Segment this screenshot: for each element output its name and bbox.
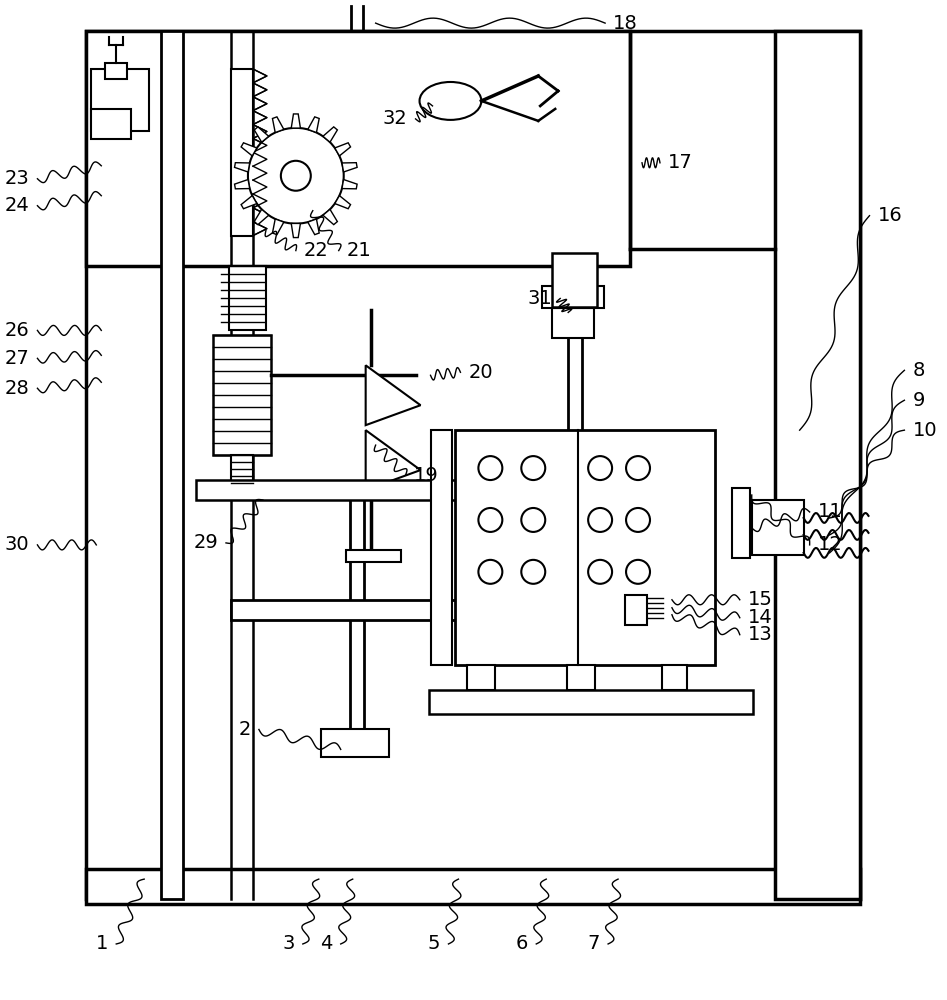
Bar [321, 729, 388, 757]
Polygon shape [335, 196, 350, 209]
Polygon shape [323, 127, 337, 142]
Text: 8: 8 [912, 361, 925, 380]
Text: 29: 29 [193, 533, 218, 552]
Text: 14: 14 [748, 608, 773, 627]
Circle shape [281, 161, 311, 191]
Bar [543, 286, 604, 308]
Text: 3: 3 [282, 934, 295, 953]
Text: 11: 11 [817, 502, 843, 521]
Circle shape [521, 456, 545, 480]
Bar [732, 488, 750, 558]
Bar [752, 500, 804, 555]
Polygon shape [255, 127, 269, 142]
Polygon shape [273, 219, 284, 235]
Polygon shape [273, 117, 284, 133]
Text: 19: 19 [414, 466, 438, 485]
Text: 31: 31 [527, 289, 552, 308]
Bar [552, 308, 594, 338]
Text: 10: 10 [912, 421, 937, 440]
Bar [229, 266, 266, 330]
Bar [431, 430, 453, 665]
Bar [775, 31, 860, 899]
Text: 30: 30 [5, 535, 29, 554]
Circle shape [626, 560, 650, 584]
Polygon shape [308, 117, 319, 133]
Bar [428, 690, 753, 714]
Polygon shape [308, 219, 319, 235]
Polygon shape [342, 180, 357, 189]
Text: 15: 15 [748, 590, 773, 609]
Polygon shape [335, 143, 350, 156]
Circle shape [588, 508, 612, 532]
Text: 21: 21 [347, 241, 371, 260]
Bar [552, 253, 598, 307]
Bar [456, 430, 715, 665]
Text: 9: 9 [912, 391, 925, 410]
Circle shape [521, 508, 545, 532]
Text: 2: 2 [239, 720, 251, 739]
Circle shape [588, 456, 612, 480]
Polygon shape [241, 196, 257, 209]
Polygon shape [366, 430, 420, 490]
Text: 22: 22 [304, 241, 329, 260]
Bar [105, 63, 127, 79]
Bar [468, 665, 495, 690]
Text: 13: 13 [748, 625, 773, 644]
Text: 7: 7 [588, 934, 600, 953]
Circle shape [478, 560, 502, 584]
Polygon shape [255, 209, 269, 225]
Circle shape [588, 560, 612, 584]
Bar [231, 69, 253, 236]
Circle shape [478, 456, 502, 480]
Text: 20: 20 [469, 363, 493, 382]
Polygon shape [241, 143, 257, 156]
Bar [91, 109, 132, 139]
Polygon shape [342, 163, 357, 172]
Text: 27: 27 [5, 349, 29, 368]
Bar [567, 665, 595, 690]
Circle shape [478, 508, 502, 532]
Polygon shape [366, 365, 420, 425]
Bar [625, 595, 647, 625]
Text: 4: 4 [320, 934, 332, 953]
Bar [213, 335, 271, 455]
Text: 16: 16 [878, 206, 902, 225]
Text: 18: 18 [613, 14, 638, 33]
Text: 32: 32 [383, 109, 407, 128]
Text: 12: 12 [817, 535, 843, 554]
Bar [231, 600, 625, 620]
Bar [91, 69, 150, 131]
Text: 24: 24 [5, 196, 29, 215]
Circle shape [248, 128, 344, 224]
Ellipse shape [420, 82, 481, 120]
Polygon shape [292, 223, 300, 238]
Polygon shape [235, 163, 250, 172]
Bar [346, 550, 401, 562]
Polygon shape [323, 209, 337, 225]
Circle shape [626, 456, 650, 480]
Text: 23: 23 [5, 169, 29, 188]
Bar [86, 31, 630, 266]
Polygon shape [235, 180, 250, 189]
Bar [662, 665, 687, 690]
Bar [196, 480, 475, 500]
Text: 5: 5 [428, 934, 440, 953]
Text: 28: 28 [5, 379, 29, 398]
Bar [86, 31, 860, 899]
Bar [231, 455, 253, 490]
Text: 1: 1 [96, 934, 108, 953]
Text: 17: 17 [668, 153, 692, 172]
Bar [161, 31, 183, 899]
Bar [86, 869, 860, 904]
Circle shape [626, 508, 650, 532]
Circle shape [521, 560, 545, 584]
Text: 6: 6 [516, 934, 528, 953]
Polygon shape [292, 114, 300, 128]
Text: 26: 26 [5, 321, 29, 340]
